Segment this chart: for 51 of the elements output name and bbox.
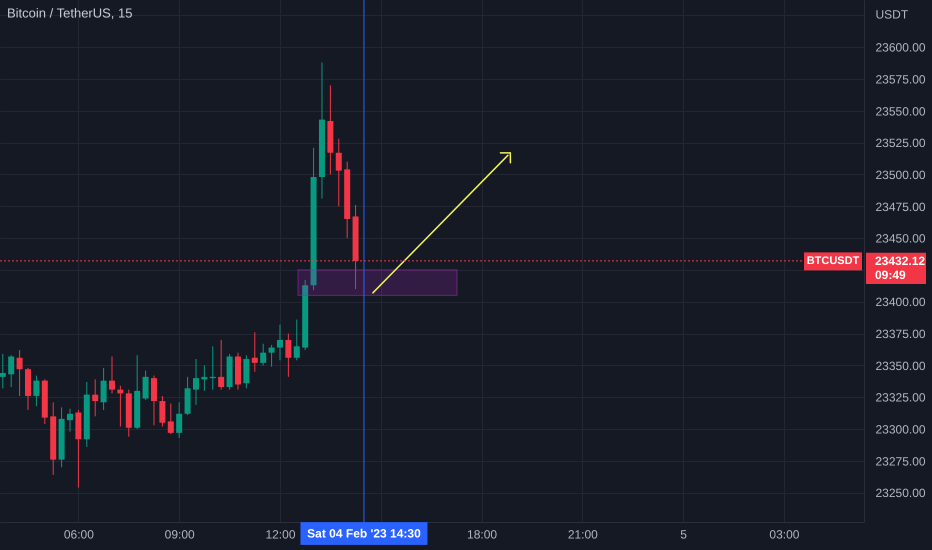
candlestick xyxy=(159,395,166,428)
y-tick-label: 23275.00 xyxy=(876,454,926,468)
candlestick xyxy=(92,378,98,417)
candlestick xyxy=(108,356,115,394)
candlestick xyxy=(252,332,258,372)
candlestick xyxy=(150,375,157,426)
candlestick xyxy=(117,385,124,428)
x-tick-label: 18:00 xyxy=(467,528,498,542)
candlestick xyxy=(268,344,275,368)
x-tick-label: 21:00 xyxy=(568,528,598,542)
chart-title: Bitcoin / TetherUS, 15 xyxy=(7,6,132,20)
y-tick-label: 23300.00 xyxy=(876,422,926,437)
y-axis-title: USDT xyxy=(876,8,909,22)
x-tick-label: 5 xyxy=(680,528,688,542)
x-tick-label: 06:00 xyxy=(64,528,94,542)
y-tick-label: 23550.00 xyxy=(876,104,926,118)
candlestick xyxy=(218,339,224,390)
candlestick xyxy=(285,333,292,378)
y-tick-label: 23450.00 xyxy=(876,232,926,246)
candlestick xyxy=(276,324,283,361)
y-tick-label: 23375.00 xyxy=(876,327,926,342)
candlestick xyxy=(142,370,149,400)
candlestick xyxy=(168,403,174,435)
y-tick-label: 23475.00 xyxy=(876,200,926,214)
candlestick xyxy=(33,375,40,407)
ref-line-label: Sat 04 Feb '23 14:30 xyxy=(307,526,422,540)
y-tick-label: 23525.00 xyxy=(876,136,926,150)
x-tick-label: 03:00 xyxy=(769,528,800,542)
text: 23432.12 xyxy=(875,254,926,268)
y-tick-label: 23250.00 xyxy=(876,486,926,500)
candlestick xyxy=(260,343,266,366)
x-tick-label: 12:00 xyxy=(265,528,296,542)
candlestick xyxy=(201,364,208,392)
y-tick-label: 23575.00 xyxy=(876,72,926,86)
y-tick-label: 23500.00 xyxy=(876,168,926,182)
y-tick-label: 23600.00 xyxy=(876,40,926,55)
candlestick xyxy=(336,138,342,207)
candlestick xyxy=(192,358,199,406)
x-tick-label: 09:00 xyxy=(164,528,196,542)
text: 09:49 xyxy=(875,268,906,282)
candlestick xyxy=(66,408,73,432)
candlestick xyxy=(100,367,107,410)
candlestick xyxy=(294,319,300,361)
y-tick-label: 23325.00 xyxy=(876,390,926,405)
ref-line-label: BTCUSDT xyxy=(806,254,860,267)
candlestick xyxy=(0,353,6,389)
y-tick-label: 23350.00 xyxy=(876,358,926,373)
candlestick xyxy=(176,402,182,438)
y-tick-label: 23400.00 xyxy=(876,295,926,310)
candlestick xyxy=(16,350,23,396)
candlestick xyxy=(8,354,14,388)
